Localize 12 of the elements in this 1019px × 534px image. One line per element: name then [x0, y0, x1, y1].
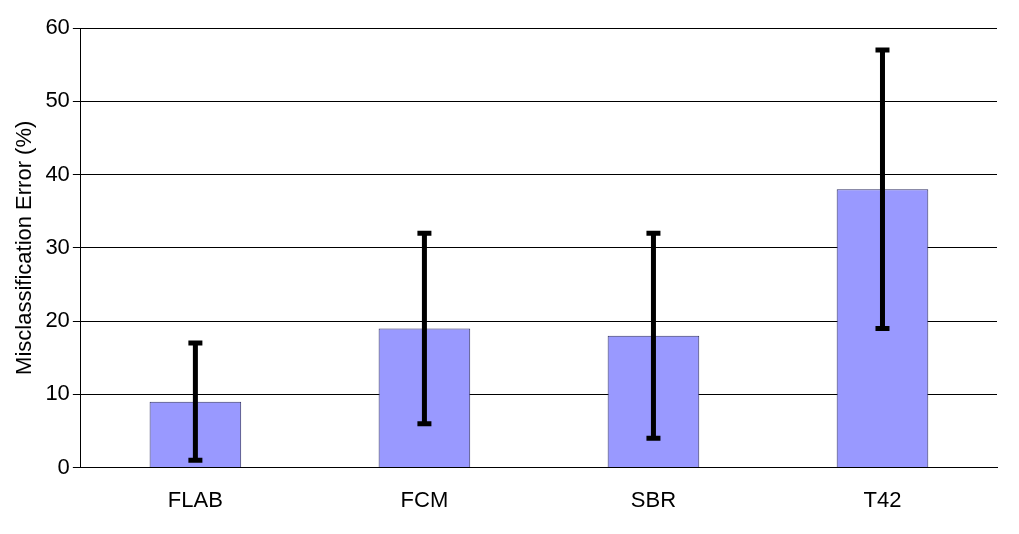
y-tick-label: 20 — [45, 307, 70, 333]
y-tick-label: 30 — [45, 233, 70, 259]
x-tick-label: SBR — [630, 486, 677, 512]
x-tick-label: FLAB — [167, 486, 223, 512]
y-tick-label: 60 — [45, 14, 70, 40]
y-tick-label: 40 — [45, 160, 70, 186]
x-tick-label: FCM — [400, 486, 449, 512]
x-tick-label: T42 — [863, 486, 902, 512]
y-tick-label: 10 — [45, 380, 70, 406]
y-axis-title: Misclassification Error (%) — [11, 120, 37, 375]
y-tick-label: 50 — [45, 87, 70, 113]
y-tick-label: 0 — [57, 453, 70, 479]
